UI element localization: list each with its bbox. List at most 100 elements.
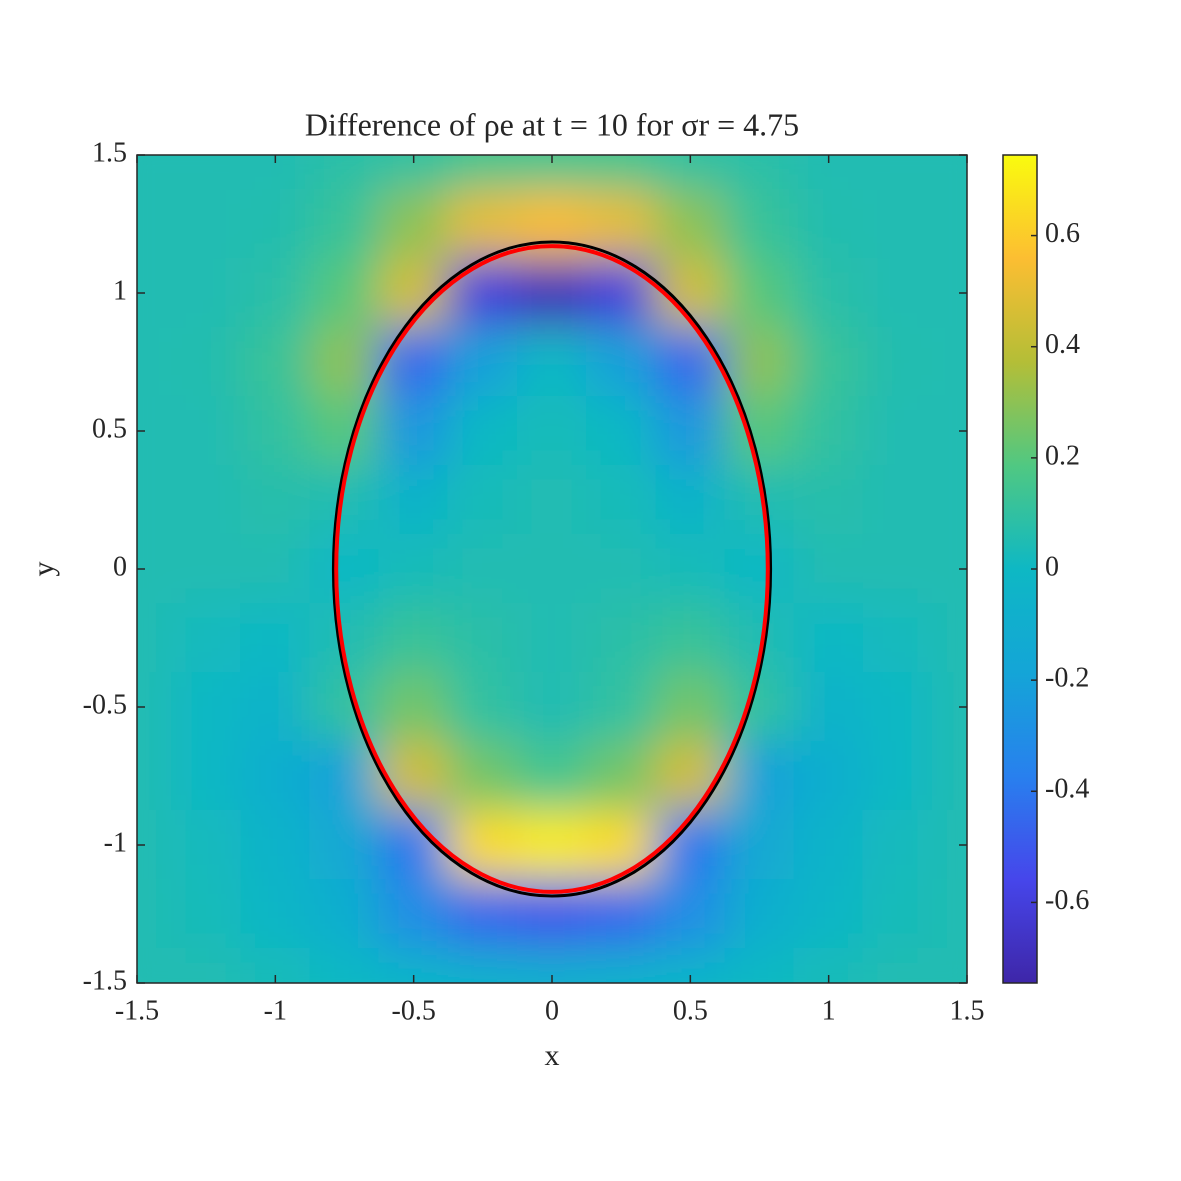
heatmap-cell [171,396,242,466]
heatmap-cell [862,534,933,604]
y-tick-label: -1 [104,827,127,858]
heatmap-cell [378,327,449,397]
heatmap-cell [309,534,380,604]
heatmap-cell [862,396,933,466]
y-axis-label: y [27,562,60,577]
heatmap-cell [655,879,726,949]
x-tick-label: -1 [264,995,287,1026]
heatmap-cell [171,879,242,949]
heatmap-cell [516,672,588,742]
heatmap-cell [516,396,588,466]
heatmap-cell [586,534,657,604]
heatmap-cells [137,155,967,983]
heatmap-cell [793,327,864,397]
heatmap-cell [240,465,311,535]
heatmap-cell [240,879,311,949]
colorbar-tick-label: -0.6 [1045,885,1089,916]
heatmap-cell [447,948,518,983]
heatmap-cell [378,603,449,673]
x-tick-label: 0.5 [673,995,708,1026]
y-tick-label: 1.5 [92,137,127,168]
heatmap-cell [171,810,242,880]
heatmap-cell [931,603,967,673]
heatmap-cell [447,810,518,880]
heatmap-cell [137,603,173,673]
x-tick-label: 1.5 [950,995,985,1026]
x-axis-label: x [545,1039,560,1072]
heatmap-cell [931,741,967,811]
heatmap-cell [724,155,795,190]
heatmap-cell [586,741,657,811]
colorbar-tick-label: 0.2 [1045,440,1080,471]
heatmap-cell [724,189,795,259]
heatmap-cell [309,948,380,983]
colorbar-tick-label: 0 [1045,551,1059,582]
heatmap-cell [171,155,242,190]
heatmap-cell [240,534,311,604]
colorbar-tick-label: 0.4 [1045,329,1080,360]
heatmap-cell [171,741,242,811]
heatmap-cell [309,258,380,328]
overlay: -1.5 -1 -0.5 0 0.5 1 1.5 -1.5 -1 -0.5 0 0.5 1 1.5 [83,137,985,1026]
heatmap-cell [655,327,726,397]
colorbar-tick-label: 0.6 [1045,218,1080,249]
heatmap-cell [586,189,657,259]
heatmap-cell [447,327,518,397]
heatmap-cell [240,603,311,673]
heatmap-cell [171,258,242,328]
heatmap-cell [586,327,657,397]
heatmap-cell [586,465,657,535]
heatmap-cell [862,810,933,880]
heatmap-cell [171,672,242,742]
heatmap-cell [447,189,518,259]
heatmap-cell [447,465,518,535]
heatmap-cell [516,327,588,397]
heatmap-cell [378,534,449,604]
heatmap-cell [137,741,173,811]
y-tick-label: -1.5 [83,965,127,996]
heatmap-cell [171,948,242,983]
heatmap-cell [862,465,933,535]
heatmap-cell [862,672,933,742]
heatmap-cell [240,741,311,811]
heatmap-cell [862,879,933,949]
heatmap-cell [240,189,311,259]
heatmap-cell [655,396,726,466]
heatmap-cell [793,465,864,535]
colorbar-tick-label: -0.4 [1045,774,1089,805]
heatmap-cell [655,465,726,535]
heatmap-cell [240,327,311,397]
heatmap-cell [309,396,380,466]
heatmap-cell [724,672,795,742]
heatmap-cell [309,327,380,397]
contour-ellipse [334,244,770,894]
heatmap-cell [378,672,449,742]
x-tick-label: -1.5 [115,995,159,1026]
heatmap-cell [586,810,657,880]
heatmap-cell [309,672,380,742]
heatmap-cell [137,879,173,949]
heatmap-cell [931,879,967,949]
heatmap-cell [793,672,864,742]
heatmap-cell [378,465,449,535]
heatmap-cell [793,879,864,949]
heatmap-cell [447,155,518,190]
chart-title: Difference of ρe at t = 10 for σr = 4.75 [305,106,799,142]
heatmap-cell [447,672,518,742]
heatmap-cell [862,948,933,983]
heatmap-cell [447,879,518,949]
heatmap-cell [240,810,311,880]
heatmap-cell [137,948,173,983]
heatmap-cell [724,327,795,397]
heatmap-cell [240,672,311,742]
heatmap-cell [862,603,933,673]
contour-ellipse [331,240,773,898]
heatmap-cell [931,189,967,259]
heatmap-cell [309,189,380,259]
heatmap-cell [516,810,588,880]
heatmap-cell [447,396,518,466]
heatmap-cell [793,603,864,673]
heatmap-cell [655,672,726,742]
y-tick-label: -0.5 [83,689,127,720]
